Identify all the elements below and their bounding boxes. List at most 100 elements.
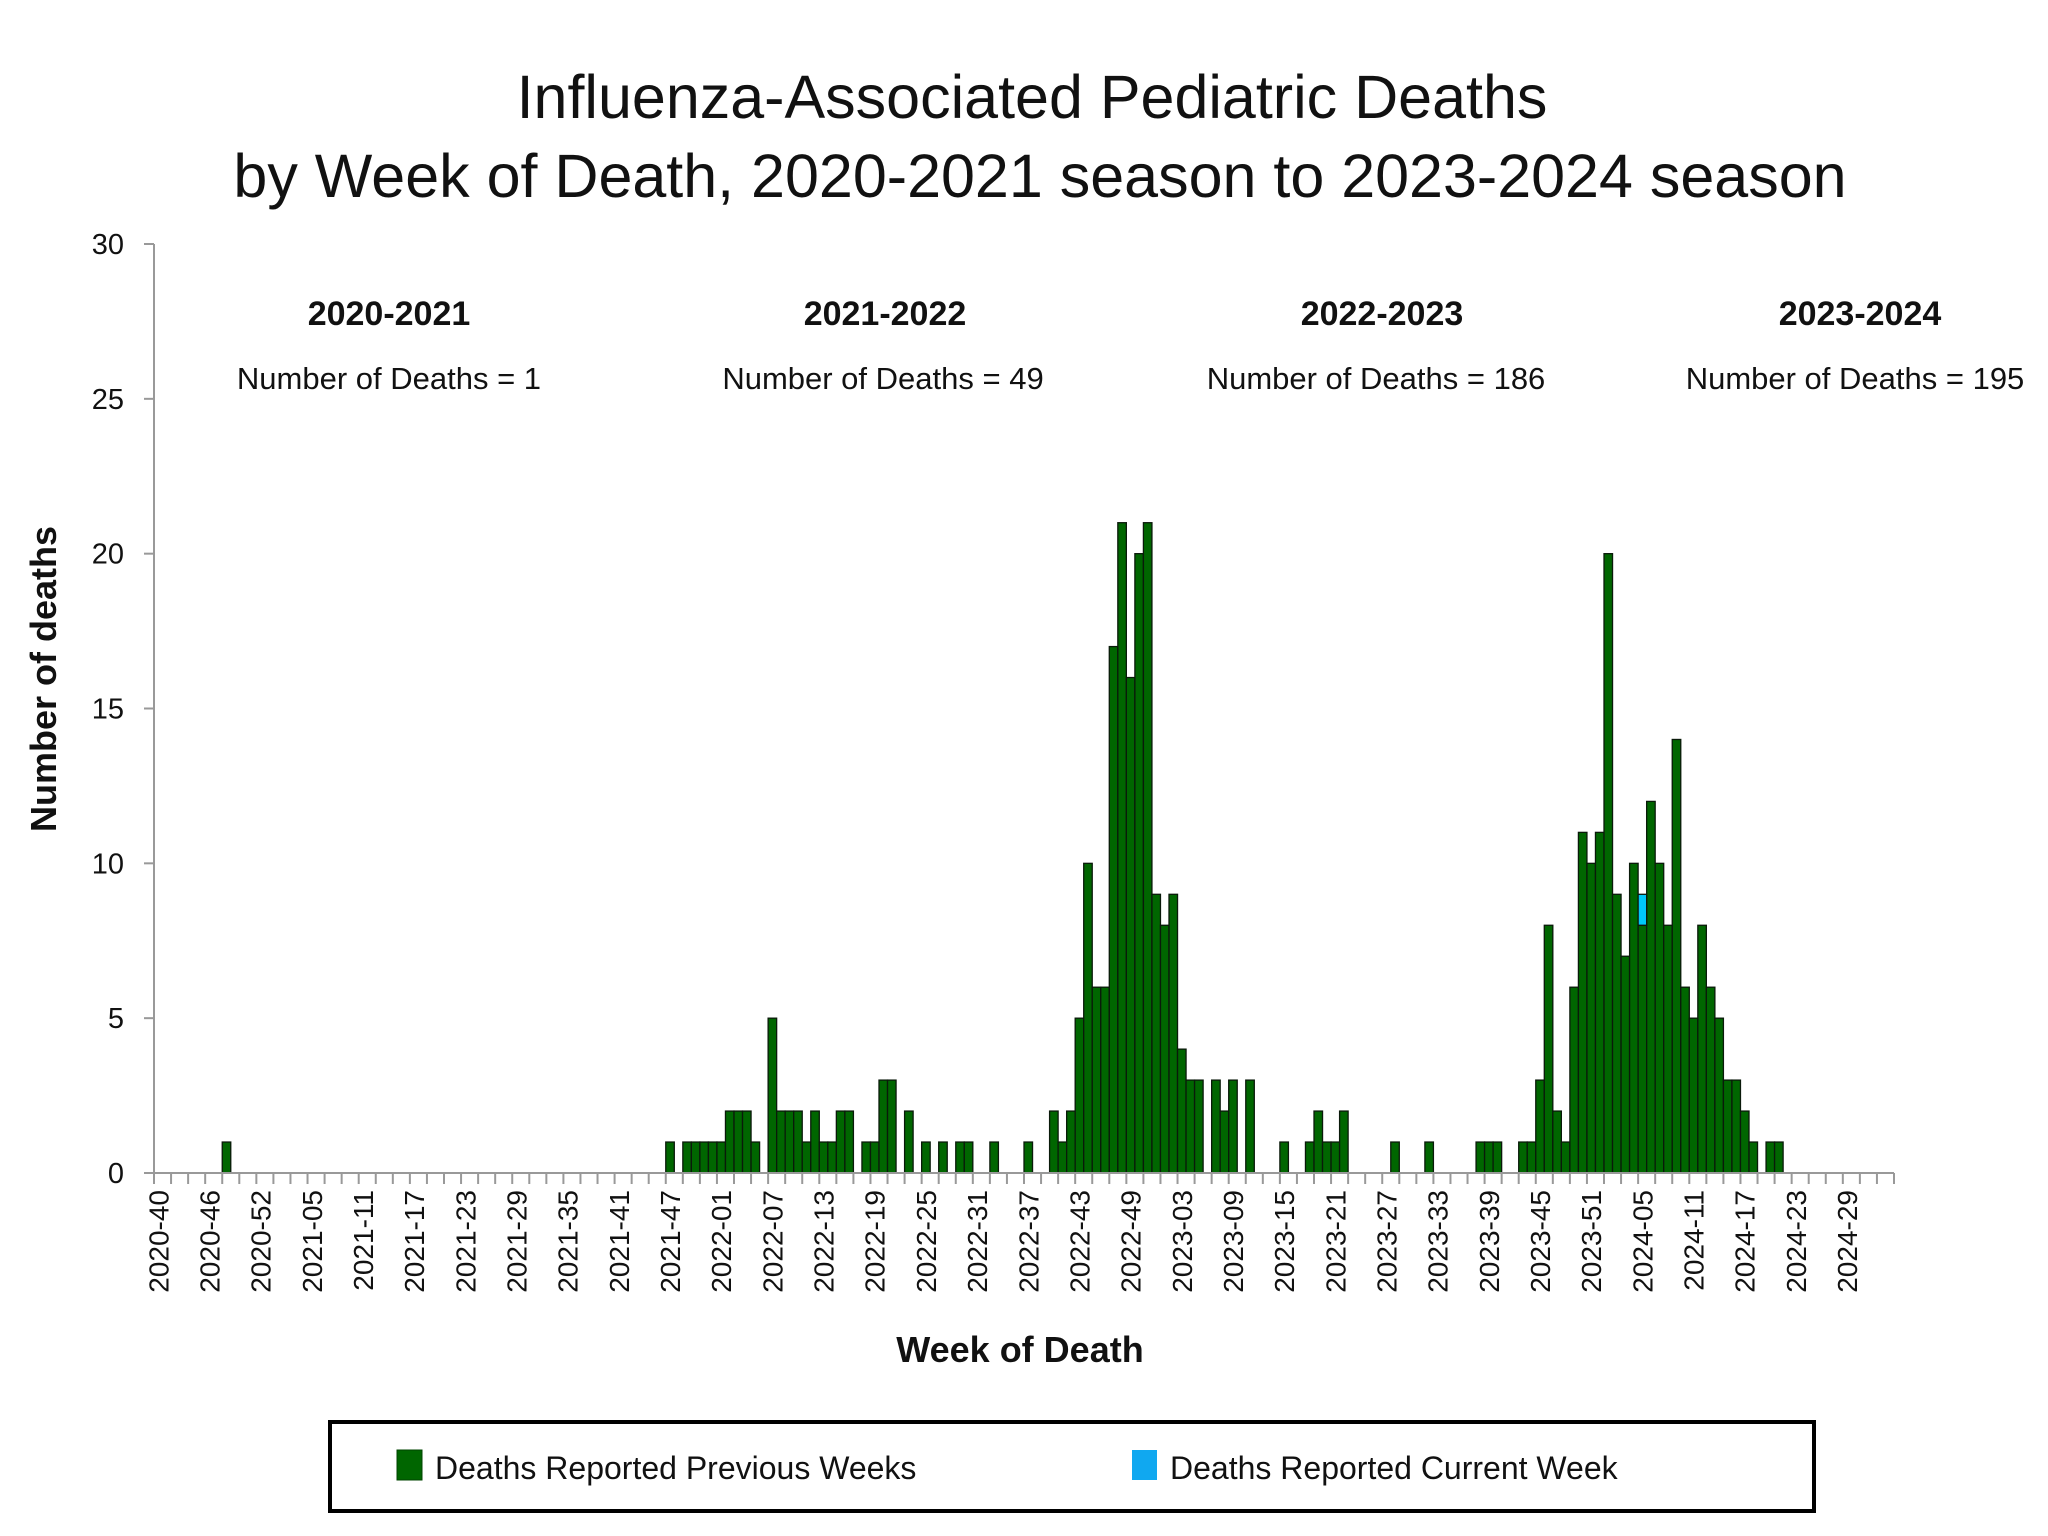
x-tick-label: 2021-29: [502, 1190, 533, 1293]
bar-previous-weeks: [775, 1110, 786, 1174]
legend-swatch-previous: [396, 1449, 423, 1481]
x-tick-label: 2022-19: [860, 1190, 891, 1293]
bar-previous-weeks: [1603, 553, 1614, 1174]
legend-swatch-current: [1132, 1450, 1157, 1480]
bar-previous-weeks: [1697, 924, 1708, 1174]
bar-previous-weeks: [1134, 553, 1145, 1174]
bar-previous-weeks: [1057, 1141, 1068, 1174]
chart-title-line-1: Influenza-Associated Pediatric Deaths: [517, 63, 1548, 131]
x-tick-label: 2021-41: [604, 1190, 635, 1293]
bar-previous-weeks: [903, 1110, 914, 1174]
bar-previous-weeks: [1023, 1141, 1034, 1174]
season-annotations: 2020-2021 Number of Deaths = 1 2021-2022…: [237, 295, 2024, 396]
bar-previous-weeks: [1526, 1141, 1537, 1174]
bar-previous-weeks: [1722, 1079, 1733, 1174]
x-tick-label: 2021-35: [553, 1190, 584, 1293]
bar-previous-weeks: [1108, 645, 1119, 1174]
bar-previous-weeks: [1663, 924, 1673, 1174]
y-tick-label: 0: [108, 1158, 124, 1190]
bar-previous-weeks: [1765, 1141, 1776, 1174]
bar-previous-weeks: [724, 1110, 735, 1174]
season-death-count: Number of Deaths = 1: [237, 361, 541, 396]
x-tick-label: 2023-03: [1167, 1190, 1198, 1293]
bar-previous-weeks: [1313, 1110, 1324, 1174]
legend-box: [328, 1420, 1816, 1513]
bar-previous-weeks: [1304, 1141, 1315, 1174]
x-tick-label: 2023-51: [1576, 1190, 1607, 1293]
legend-label-previous: Deaths Reported Previous Weeks: [435, 1450, 916, 1486]
x-tick-label: 2022-01: [706, 1190, 737, 1293]
x-tick-label: 2022-37: [1013, 1190, 1044, 1293]
y-axis: 0 5 10 15 20 25 30: [92, 229, 155, 1190]
bar-previous-weeks: [1739, 1110, 1750, 1174]
bar-previous-weeks: [707, 1141, 718, 1174]
bar-previous-weeks: [221, 1141, 232, 1174]
bar-previous-weeks: [682, 1141, 693, 1174]
bar-previous-weeks: [801, 1141, 812, 1174]
bar-previous-weeks: [1100, 986, 1110, 1174]
bar-previous-weeks: [699, 1141, 710, 1174]
bar-previous-weeks: [1390, 1141, 1400, 1174]
bar-previous-weeks: [793, 1110, 803, 1174]
y-tick-label: 15: [92, 694, 124, 726]
y-tick-label: 10: [92, 848, 124, 880]
bar-previous-weeks: [1117, 522, 1128, 1174]
bar-previous-weeks: [1688, 1017, 1699, 1174]
bar-previous-weeks: [1338, 1110, 1349, 1174]
bar-previous-weeks: [1228, 1079, 1238, 1174]
season-name: 2021-2022: [804, 295, 967, 333]
bar-previous-weeks: [1475, 1141, 1486, 1174]
bar-previous-weeks: [1091, 986, 1102, 1174]
x-tick-label: 2021-11: [348, 1190, 379, 1291]
bar-previous-weeks: [733, 1110, 744, 1174]
bar-previous-weeks: [920, 1141, 931, 1174]
season-death-count: Number of Deaths = 186: [1207, 361, 1546, 396]
x-tick-label: 2021-47: [655, 1190, 686, 1293]
x-tick-label: 2023-21: [1320, 1190, 1351, 1293]
bar-previous-weeks: [1628, 862, 1639, 1174]
bar-previous-weeks: [1731, 1079, 1742, 1174]
bar-previous-weeks: [1543, 924, 1554, 1174]
bar-previous-weeks: [1210, 1079, 1221, 1174]
legend: Deaths Reported Previous Weeks Deaths Re…: [328, 1420, 1816, 1513]
bar-previous-weeks: [1611, 893, 1622, 1174]
bar-previous-weeks: [1637, 924, 1648, 1174]
legend-label-current: Deaths Reported Current Week: [1170, 1450, 1619, 1486]
bar-previous-weeks: [784, 1110, 795, 1174]
bar-previous-weeks: [955, 1141, 965, 1174]
bar-previous-weeks: [1168, 893, 1179, 1174]
x-tick-label: 2021-05: [297, 1190, 328, 1293]
bar-previous-weeks: [1245, 1079, 1255, 1174]
bar-previous-weeks: [878, 1079, 889, 1174]
season-name: 2022-2023: [1301, 295, 1464, 333]
bar-previous-weeks: [1594, 831, 1605, 1174]
bar-previous-weeks: [1185, 1079, 1196, 1174]
season-name: 2023-2024: [1779, 295, 1942, 333]
bar-previous-weeks: [1680, 986, 1690, 1174]
x-tick-label: 2022-31: [962, 1190, 993, 1293]
bar-previous-weeks: [1773, 1141, 1784, 1174]
y-tick-label: 30: [92, 229, 124, 261]
y-axis-title: Number of deaths: [23, 526, 64, 832]
x-tick-label: 2020-52: [246, 1190, 277, 1293]
x-tick-label: 2022-43: [1064, 1190, 1095, 1293]
bar-previous-weeks: [1159, 924, 1170, 1174]
bar-previous-weeks: [869, 1141, 880, 1174]
season-name: 2020-2021: [308, 295, 471, 333]
bar-previous-weeks: [1714, 1017, 1725, 1174]
x-tick-label: 2023-45: [1525, 1190, 1556, 1293]
bar-previous-weeks: [767, 1017, 778, 1174]
bar-previous-weeks: [861, 1141, 872, 1174]
x-tick-label: 2022-13: [809, 1190, 840, 1293]
bar-previous-weeks: [1705, 986, 1716, 1174]
bar-previous-weeks: [963, 1141, 974, 1174]
bar-previous-weeks: [750, 1141, 761, 1174]
bar-current-week: [1637, 893, 1648, 926]
x-tick-label: 2023-39: [1474, 1190, 1505, 1293]
bars: [221, 522, 1784, 1174]
x-axis-title: Week of Death: [896, 1329, 1143, 1370]
bar-previous-weeks: [1518, 1141, 1528, 1174]
bar-previous-weeks: [1142, 522, 1153, 1174]
x-tick-label: 2022-25: [911, 1190, 942, 1293]
x-tick-label: 2020-46: [194, 1190, 225, 1293]
